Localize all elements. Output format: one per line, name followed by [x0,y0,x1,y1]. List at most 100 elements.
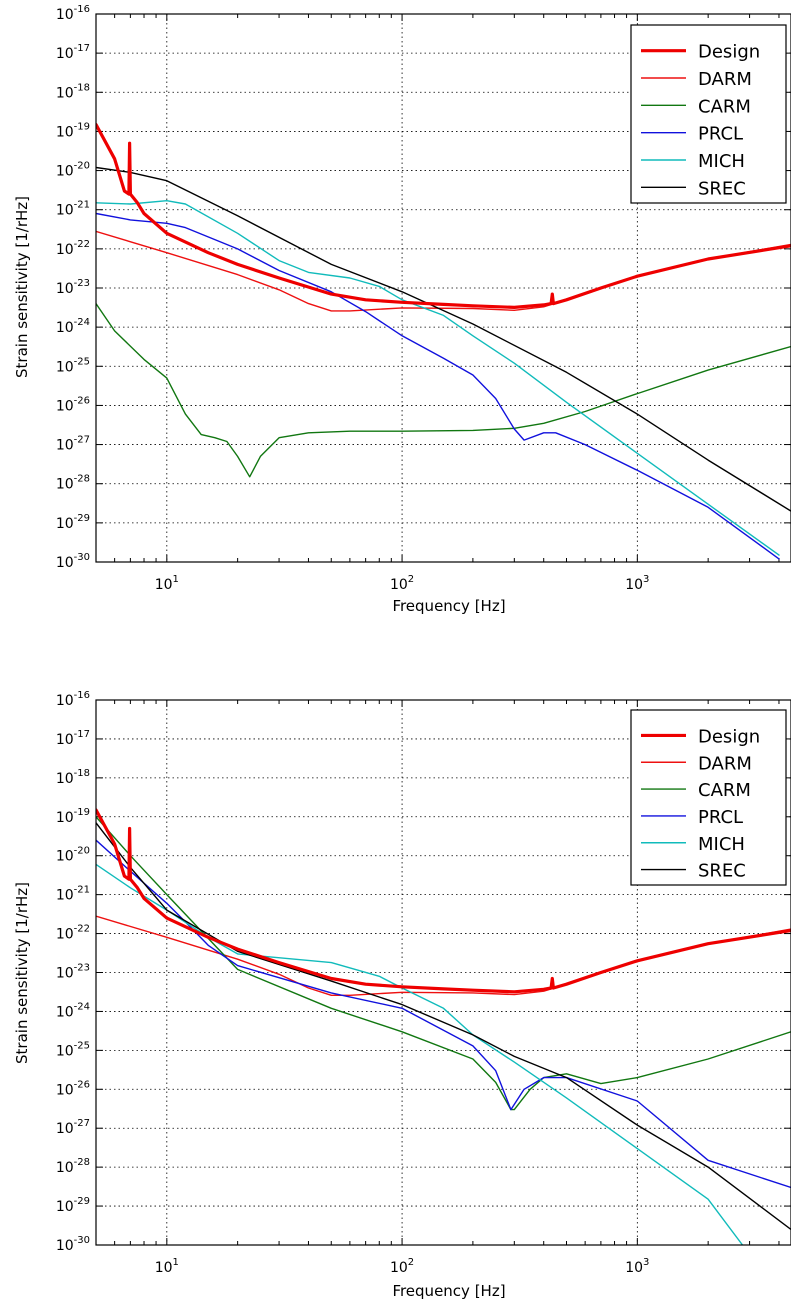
x-tick-label: 103 [625,574,649,593]
y-tick-base: 10 [56,888,74,904]
legend: Design DARM CARM PRCL MICH SREC [630,709,787,886]
y-tick-exponent: -17 [74,43,90,54]
y-tick-base: 10 [56,810,74,826]
y-axis-title: Strain sensitivity [1/rHz] [13,196,31,378]
x-tick-exponent: 2 [408,1257,414,1268]
x-tick-label: 103 [625,1257,649,1276]
y-tick-label: 10-19 [56,121,90,140]
y-tick-exponent: -23 [74,278,90,289]
y-tick-base: 10 [56,516,74,532]
y-tick-base: 10 [56,124,74,140]
legend-label-darm: DARM [698,753,752,774]
top-chart: Strain sensitivity [1/rHz] Frequency [Hz… [13,4,791,615]
x-tick-exponent: 3 [643,574,649,585]
legend-label-carm: CARM [698,96,751,117]
x-tick-base: 10 [390,577,408,593]
y-tick-base: 10 [56,849,74,865]
y-tick-exponent: -27 [74,1118,90,1129]
y-tick-base: 10 [56,732,74,748]
y-tick-label: 10-22 [56,924,90,943]
legend-label-carm: CARM [698,780,751,801]
x-tick-label: 101 [155,574,179,593]
y-tick-label: 10-24 [56,317,90,336]
y-tick-base: 10 [56,693,74,709]
series-line-srec [96,822,791,1231]
y-tick-exponent: -18 [74,768,90,779]
y-tick-exponent: -26 [74,1079,90,1090]
legend-label-mich: MICH [698,151,745,172]
y-tick-base: 10 [56,164,74,180]
series-line-srec [96,166,791,512]
legend-label-design: Design [698,42,760,63]
legend-label-darm: DARM [698,69,752,90]
y-tick-label: 10-26 [56,395,90,414]
legend-label-design: Design [698,726,760,747]
y-tick-base: 10 [56,555,74,571]
y-tick-label: 10-19 [56,807,90,826]
ticks [95,699,791,1246]
y-tick-exponent: -16 [74,4,90,15]
legend-box [630,24,787,204]
y-tick-exponent: -28 [74,474,90,485]
series-line-prcl [96,212,780,560]
y-tick-label: 10-23 [56,278,90,297]
y-tick-exponent: -20 [74,161,90,172]
y-tick-base: 10 [56,927,74,943]
legend-label-mich: MICH [698,834,745,855]
y-tick-base: 10 [56,7,74,23]
y-tick-base: 10 [56,438,74,454]
y-tick-label: 10-22 [56,239,90,258]
y-tick-base: 10 [56,1082,74,1098]
x-tick-label: 102 [390,1257,414,1276]
y-tick-exponent: -25 [74,356,90,367]
x-axis-title: Frequency [Hz] [392,1282,505,1300]
y-tick-base: 10 [56,1199,74,1215]
series-group [96,122,791,560]
y-tick-base: 10 [56,966,74,982]
x-tick-base: 10 [155,1260,173,1276]
y-tick-base: 10 [56,1121,74,1137]
y-tick-exponent: -23 [74,963,90,974]
y-tick-label: 10-18 [56,768,90,787]
legend-label-prcl: PRCL [698,124,743,145]
y-tick-exponent: -16 [74,690,90,701]
y-tick-exponent: -28 [74,1157,90,1168]
y-tick-exponent: -21 [74,885,90,896]
y-tick-exponent: -25 [74,1040,90,1051]
y-tick-label: 10-28 [56,474,90,493]
y-tick-label: 10-24 [56,1001,90,1020]
x-tick-exponent: 3 [643,1257,649,1268]
x-tick-base: 10 [155,577,173,593]
y-tick-label: 10-16 [56,690,90,709]
y-tick-label: 10-23 [56,963,90,982]
y-tick-label: 10-26 [56,1079,90,1098]
x-tick-exponent: 1 [173,574,179,585]
y-tick-base: 10 [56,771,74,787]
y-tick-exponent: -19 [74,807,90,818]
series-line-mich [96,200,780,556]
y-tick-base: 10 [56,85,74,101]
y-tick-base: 10 [56,320,74,336]
y-tick-exponent: -29 [74,1196,90,1207]
y-tick-label: 10-29 [56,513,90,532]
y-tick-exponent: -22 [74,239,90,250]
y-tick-label: 10-25 [56,1040,90,1059]
y-tick-label: 10-21 [56,200,90,219]
y-tick-exponent: -19 [74,121,90,132]
y-tick-exponent: -30 [74,552,90,563]
y-tick-label: 10-29 [56,1196,90,1215]
y-tick-exponent: -18 [74,82,90,93]
y-tick-base: 10 [56,242,74,258]
y-tick-label: 10-18 [56,82,90,101]
legend-label-prcl: PRCL [698,807,743,828]
y-tick-label: 10-28 [56,1157,90,1176]
bottom-chart: Strain sensitivity [1/rHz] Frequency [Hz… [13,690,791,1300]
legend-label-srec: SREC [698,178,746,199]
y-tick-exponent: -24 [74,317,90,328]
series-line-carm [96,302,791,478]
x-tick-label: 101 [155,1257,179,1276]
y-tick-label: 10-20 [56,161,90,180]
y-tick-label: 10-21 [56,885,90,904]
y-tick-base: 10 [56,46,74,62]
